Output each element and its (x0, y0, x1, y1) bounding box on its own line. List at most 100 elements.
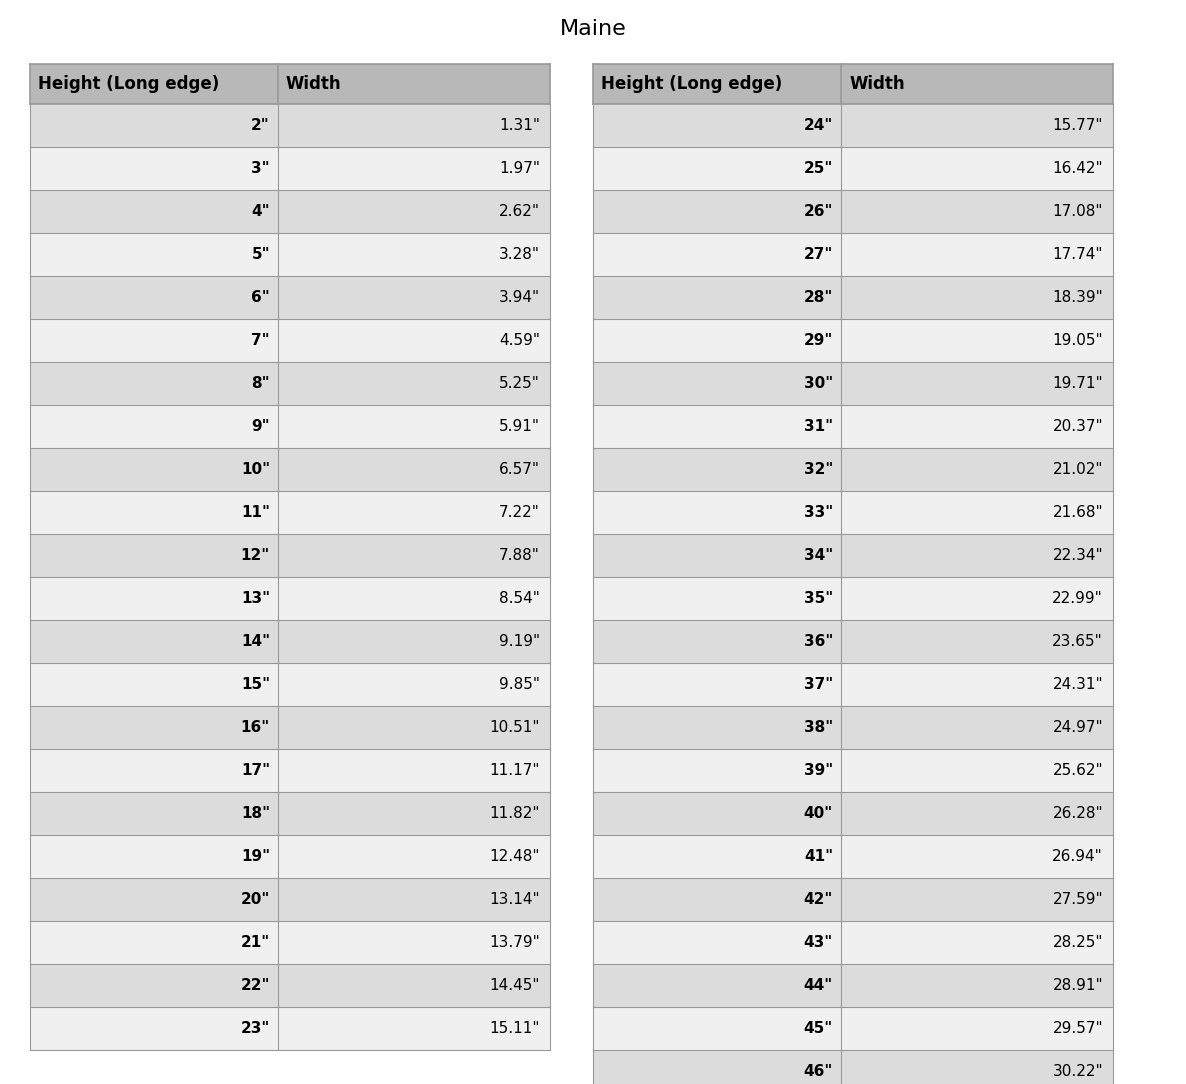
Bar (593, 792, 1112, 835)
Text: 29": 29" (804, 333, 833, 348)
Text: 39": 39" (804, 763, 833, 778)
Text: 28.25": 28.25" (1052, 935, 1103, 950)
Text: 26.94": 26.94" (1052, 849, 1103, 864)
Bar (593, 620, 1112, 663)
Text: 1.97": 1.97" (499, 162, 540, 176)
Text: 11.82": 11.82" (490, 806, 540, 821)
Bar (593, 233, 1112, 276)
Bar (30, 448, 550, 491)
Bar (30, 706, 550, 749)
Text: 25": 25" (804, 162, 833, 176)
Text: 29.57": 29.57" (1052, 1021, 1103, 1036)
Text: Width: Width (849, 75, 905, 93)
Text: 7.88": 7.88" (499, 549, 540, 563)
Text: 46": 46" (804, 1064, 833, 1079)
Text: 17.74": 17.74" (1052, 247, 1103, 262)
Text: 4.59": 4.59" (499, 333, 540, 348)
Bar (30, 663, 550, 706)
Text: 14": 14" (241, 634, 270, 649)
Bar (593, 1050, 1112, 1084)
Text: 43": 43" (804, 935, 833, 950)
Bar (593, 147, 1112, 190)
Bar (30, 276, 550, 319)
Text: 2": 2" (251, 118, 270, 133)
Text: 17.08": 17.08" (1052, 204, 1103, 219)
Text: 12": 12" (241, 549, 270, 563)
Text: 3": 3" (251, 162, 270, 176)
Text: 44": 44" (804, 978, 833, 993)
Bar (593, 405, 1112, 448)
Bar (30, 104, 550, 147)
Text: 36": 36" (804, 634, 833, 649)
Text: 45": 45" (804, 1021, 833, 1036)
Text: 5.25": 5.25" (499, 376, 540, 391)
Text: 40": 40" (804, 806, 833, 821)
Text: 24": 24" (804, 118, 833, 133)
Text: 42": 42" (804, 892, 833, 907)
Bar (30, 534, 550, 577)
Text: 10.51": 10.51" (490, 720, 540, 735)
Text: 24.31": 24.31" (1052, 678, 1103, 692)
Text: 37": 37" (804, 678, 833, 692)
Text: 15.77": 15.77" (1052, 118, 1103, 133)
Text: 3.94": 3.94" (499, 291, 540, 305)
Bar (30, 749, 550, 792)
Text: 19.71": 19.71" (1052, 376, 1103, 391)
Text: 11": 11" (241, 505, 270, 520)
Text: 7": 7" (251, 333, 270, 348)
Bar (30, 362, 550, 405)
Text: 32": 32" (804, 462, 833, 477)
Text: 21": 21" (241, 935, 270, 950)
Bar (593, 276, 1112, 319)
Bar (30, 964, 550, 1007)
Text: 6.57": 6.57" (499, 462, 540, 477)
Text: 21.02": 21.02" (1052, 462, 1103, 477)
Bar (593, 577, 1112, 620)
Text: 12.48": 12.48" (490, 849, 540, 864)
Bar (593, 1007, 1112, 1050)
Bar (30, 620, 550, 663)
Bar (593, 64, 1112, 104)
Bar (30, 835, 550, 878)
Bar (593, 190, 1112, 233)
Text: 13.14": 13.14" (490, 892, 540, 907)
Text: 17": 17" (241, 763, 270, 778)
Text: 7.22": 7.22" (499, 505, 540, 520)
Bar (30, 233, 550, 276)
Text: 3.28": 3.28" (499, 247, 540, 262)
Text: 2.62": 2.62" (499, 204, 540, 219)
Bar (30, 921, 550, 964)
Text: 31": 31" (804, 420, 833, 434)
Bar (593, 964, 1112, 1007)
Text: 27.59": 27.59" (1052, 892, 1103, 907)
Bar (593, 448, 1112, 491)
Bar (30, 405, 550, 448)
Text: 9.85": 9.85" (499, 678, 540, 692)
Bar (593, 749, 1112, 792)
Text: 24.97": 24.97" (1052, 720, 1103, 735)
Text: 8.54": 8.54" (499, 591, 540, 606)
Text: 13": 13" (241, 591, 270, 606)
Text: 13.79": 13.79" (490, 935, 540, 950)
Text: 19.05": 19.05" (1052, 333, 1103, 348)
Bar (593, 362, 1112, 405)
Text: Height (Long edge): Height (Long edge) (601, 75, 783, 93)
Text: 4": 4" (251, 204, 270, 219)
Bar (593, 534, 1112, 577)
Bar (30, 792, 550, 835)
Bar (30, 190, 550, 233)
Text: 34": 34" (804, 549, 833, 563)
Text: 10": 10" (241, 462, 270, 477)
Text: 26.28": 26.28" (1052, 806, 1103, 821)
Text: Width: Width (286, 75, 342, 93)
Text: 9.19": 9.19" (499, 634, 540, 649)
Text: 20.37": 20.37" (1052, 420, 1103, 434)
Bar (593, 921, 1112, 964)
Text: 18.39": 18.39" (1052, 291, 1103, 305)
Text: 23": 23" (241, 1021, 270, 1036)
Text: 20": 20" (241, 892, 270, 907)
Text: 22": 22" (241, 978, 270, 993)
Text: Height (Long edge): Height (Long edge) (38, 75, 219, 93)
Text: 28.91": 28.91" (1052, 978, 1103, 993)
Text: 28": 28" (804, 291, 833, 305)
